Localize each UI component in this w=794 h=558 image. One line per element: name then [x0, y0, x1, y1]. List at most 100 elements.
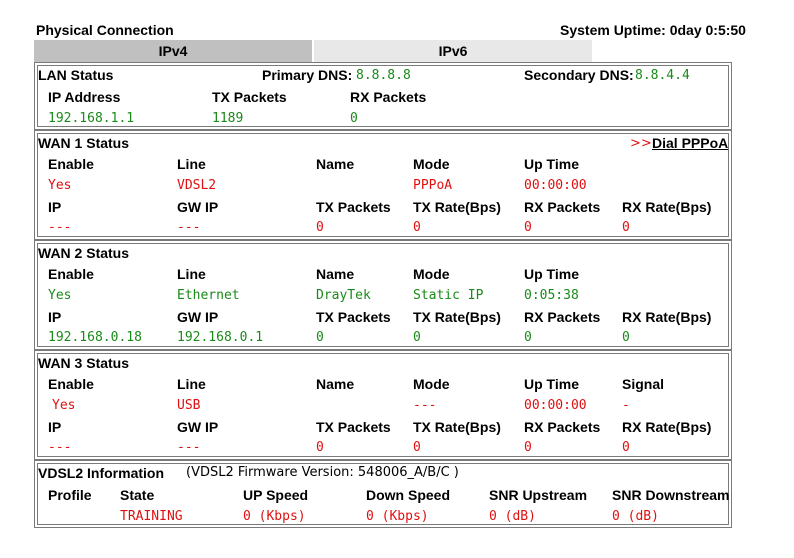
vdsl2-snr-down-value: 0 (dB) [612, 509, 659, 524]
wan1-header-mode: Mode [413, 156, 450, 172]
wan3-rxrate-value: 0 [622, 440, 630, 455]
wan1-header-rxrate: RX Rate(Bps) [622, 199, 712, 215]
wan3-mode-value: --- [413, 398, 437, 413]
primary-dns-label: Primary DNS: [262, 67, 353, 83]
wan1-gwip-value: --- [177, 220, 201, 235]
wan2-txrate-value: 0 [413, 330, 421, 345]
wan2-header-line: Line [177, 266, 206, 282]
vdsl2-header-downspeed: Down Speed [366, 487, 451, 503]
wan1-header-enable: Enable [48, 156, 94, 172]
wan2-header-ip: IP [48, 309, 62, 325]
wan1-rxrate-value: 0 [622, 220, 630, 235]
vdsl2-info-title: VDSL2 Information [38, 465, 165, 481]
wan3-uptime-value: 00:00:00 [524, 398, 587, 413]
lan-status-panel [34, 62, 732, 130]
wan2-status-panel [34, 240, 732, 350]
wan3-ip-value: --- [48, 440, 72, 455]
secondary-dns-value: 8.8.4.4 [635, 68, 690, 83]
vdsl2-firmware-version: (VDSL2 Firmware Version: 548006_A/B/C ) [186, 465, 459, 480]
wan2-header-enable: Enable [48, 266, 94, 282]
wan1-uptime-value: 00:00:00 [524, 178, 587, 193]
wan1-header-rxpackets: RX Packets [524, 199, 601, 215]
wan3-header-name: Name [316, 376, 355, 392]
wan3-header-ip: IP [48, 419, 62, 435]
lan-header-tx: TX Packets [212, 89, 287, 105]
vdsl2-info-panel [34, 460, 732, 528]
lan-ip-value: 192.168.1.1 [48, 111, 135, 126]
wan1-status-panel [34, 130, 732, 240]
lan-tx-value: 1189 [212, 111, 244, 126]
wan3-status-panel [34, 350, 732, 460]
wan3-header-rxrate: RX Rate(Bps) [622, 419, 712, 435]
wan3-header-gwip: GW IP [177, 419, 219, 435]
wan2-header-name: Name [316, 266, 355, 282]
wan1-header-line: Line [177, 156, 206, 172]
lan-header-ip: IP Address [48, 89, 121, 105]
dial-pppoa-link[interactable]: Dial PPPoA [652, 135, 729, 151]
primary-dns-value: 8.8.8.8 [356, 68, 411, 83]
wan1-rxpackets-value: 0 [524, 220, 532, 235]
wan3-txpackets-value: 0 [316, 440, 324, 455]
wan1-txrate-value: 0 [413, 220, 421, 235]
wan2-name-value: DrayTek [316, 288, 371, 303]
vdsl2-state-value: TRAINING [120, 509, 183, 524]
wan1-header-ip: IP [48, 199, 62, 215]
wan3-line-value: USB [177, 398, 201, 413]
wan3-header-line: Line [177, 376, 206, 392]
wan2-rxpackets-value: 0 [524, 330, 532, 345]
lan-rx-value: 0 [350, 111, 358, 126]
wan3-status-title: WAN 3 Status [38, 355, 130, 371]
wan2-line-value: Ethernet [177, 288, 240, 303]
wan1-header-uptime: Up Time [524, 156, 579, 172]
tab-ipv6[interactable]: IPv6 [314, 40, 592, 62]
wan2-header-txrate: TX Rate(Bps) [413, 309, 501, 325]
wan2-txpackets-value: 0 [316, 330, 324, 345]
wan3-header-uptime: Up Time [524, 376, 579, 392]
wan1-txpackets-value: 0 [316, 220, 324, 235]
wan2-header-mode: Mode [413, 266, 450, 282]
vdsl2-header-state: State [120, 487, 155, 503]
wan1-header-txrate: TX Rate(Bps) [413, 199, 501, 215]
wan1-header-name: Name [316, 156, 355, 172]
wan3-header-enable: Enable [48, 376, 94, 392]
wan3-header-txpackets: TX Packets [316, 419, 391, 435]
wan2-header-gwip: GW IP [177, 309, 219, 325]
wan2-ip-value: 192.168.0.18 [48, 330, 142, 345]
wan1-mode-value: PPPoA [413, 178, 453, 193]
wan1-enable-value: Yes [48, 178, 72, 193]
wan3-header-txrate: TX Rate(Bps) [413, 419, 501, 435]
wan2-mode-value: Static IP [413, 288, 484, 303]
wan2-uptime-value: 0:05:38 [524, 288, 579, 303]
wan2-rxrate-value: 0 [622, 330, 630, 345]
vdsl2-snr-up-value: 0 (dB) [489, 509, 536, 524]
system-uptime: System Uptime: 0day 0:5:50 [560, 22, 746, 38]
wan3-header-rxpackets: RX Packets [524, 419, 601, 435]
lan-header-rx: RX Packets [350, 89, 427, 105]
wan1-header-txpackets: TX Packets [316, 199, 391, 215]
wan2-header-rxrate: RX Rate(Bps) [622, 309, 712, 325]
wan2-gwip-value: 192.168.0.1 [177, 330, 264, 345]
wan3-header-mode: Mode [413, 376, 450, 392]
wan3-header-signal: Signal [622, 376, 665, 392]
vdsl2-header-upspeed: UP Speed [243, 487, 309, 503]
tab-ipv4[interactable]: IPv4 [34, 40, 312, 62]
vdsl2-upspeed-value: 0 (Kbps) [243, 509, 306, 524]
wan2-enable-value: Yes [48, 288, 72, 303]
secondary-dns-label: Secondary DNS: [524, 67, 634, 83]
vdsl2-header-snr-down: SNR Downstream [612, 487, 730, 503]
wan3-signal-value: - [622, 398, 630, 413]
wan3-gwip-value: --- [177, 440, 201, 455]
wan2-status-title: WAN 2 Status [38, 245, 130, 261]
wan1-status-title: WAN 1 Status [38, 135, 130, 151]
wan1-header-gwip: GW IP [177, 199, 219, 215]
wan3-rxpackets-value: 0 [524, 440, 532, 455]
vdsl2-header-profile: Profile [48, 487, 92, 503]
wan3-txrate-value: 0 [413, 440, 421, 455]
vdsl2-downspeed-value: 0 (Kbps) [366, 509, 429, 524]
dial-link-prefix: >> [630, 136, 652, 151]
wan1-ip-value: --- [48, 220, 72, 235]
vdsl2-header-snr-up: SNR Upstream [489, 487, 588, 503]
wan2-header-uptime: Up Time [524, 266, 579, 282]
wan1-line-value: VDSL2 [177, 178, 217, 193]
page-title: Physical Connection [36, 22, 174, 38]
